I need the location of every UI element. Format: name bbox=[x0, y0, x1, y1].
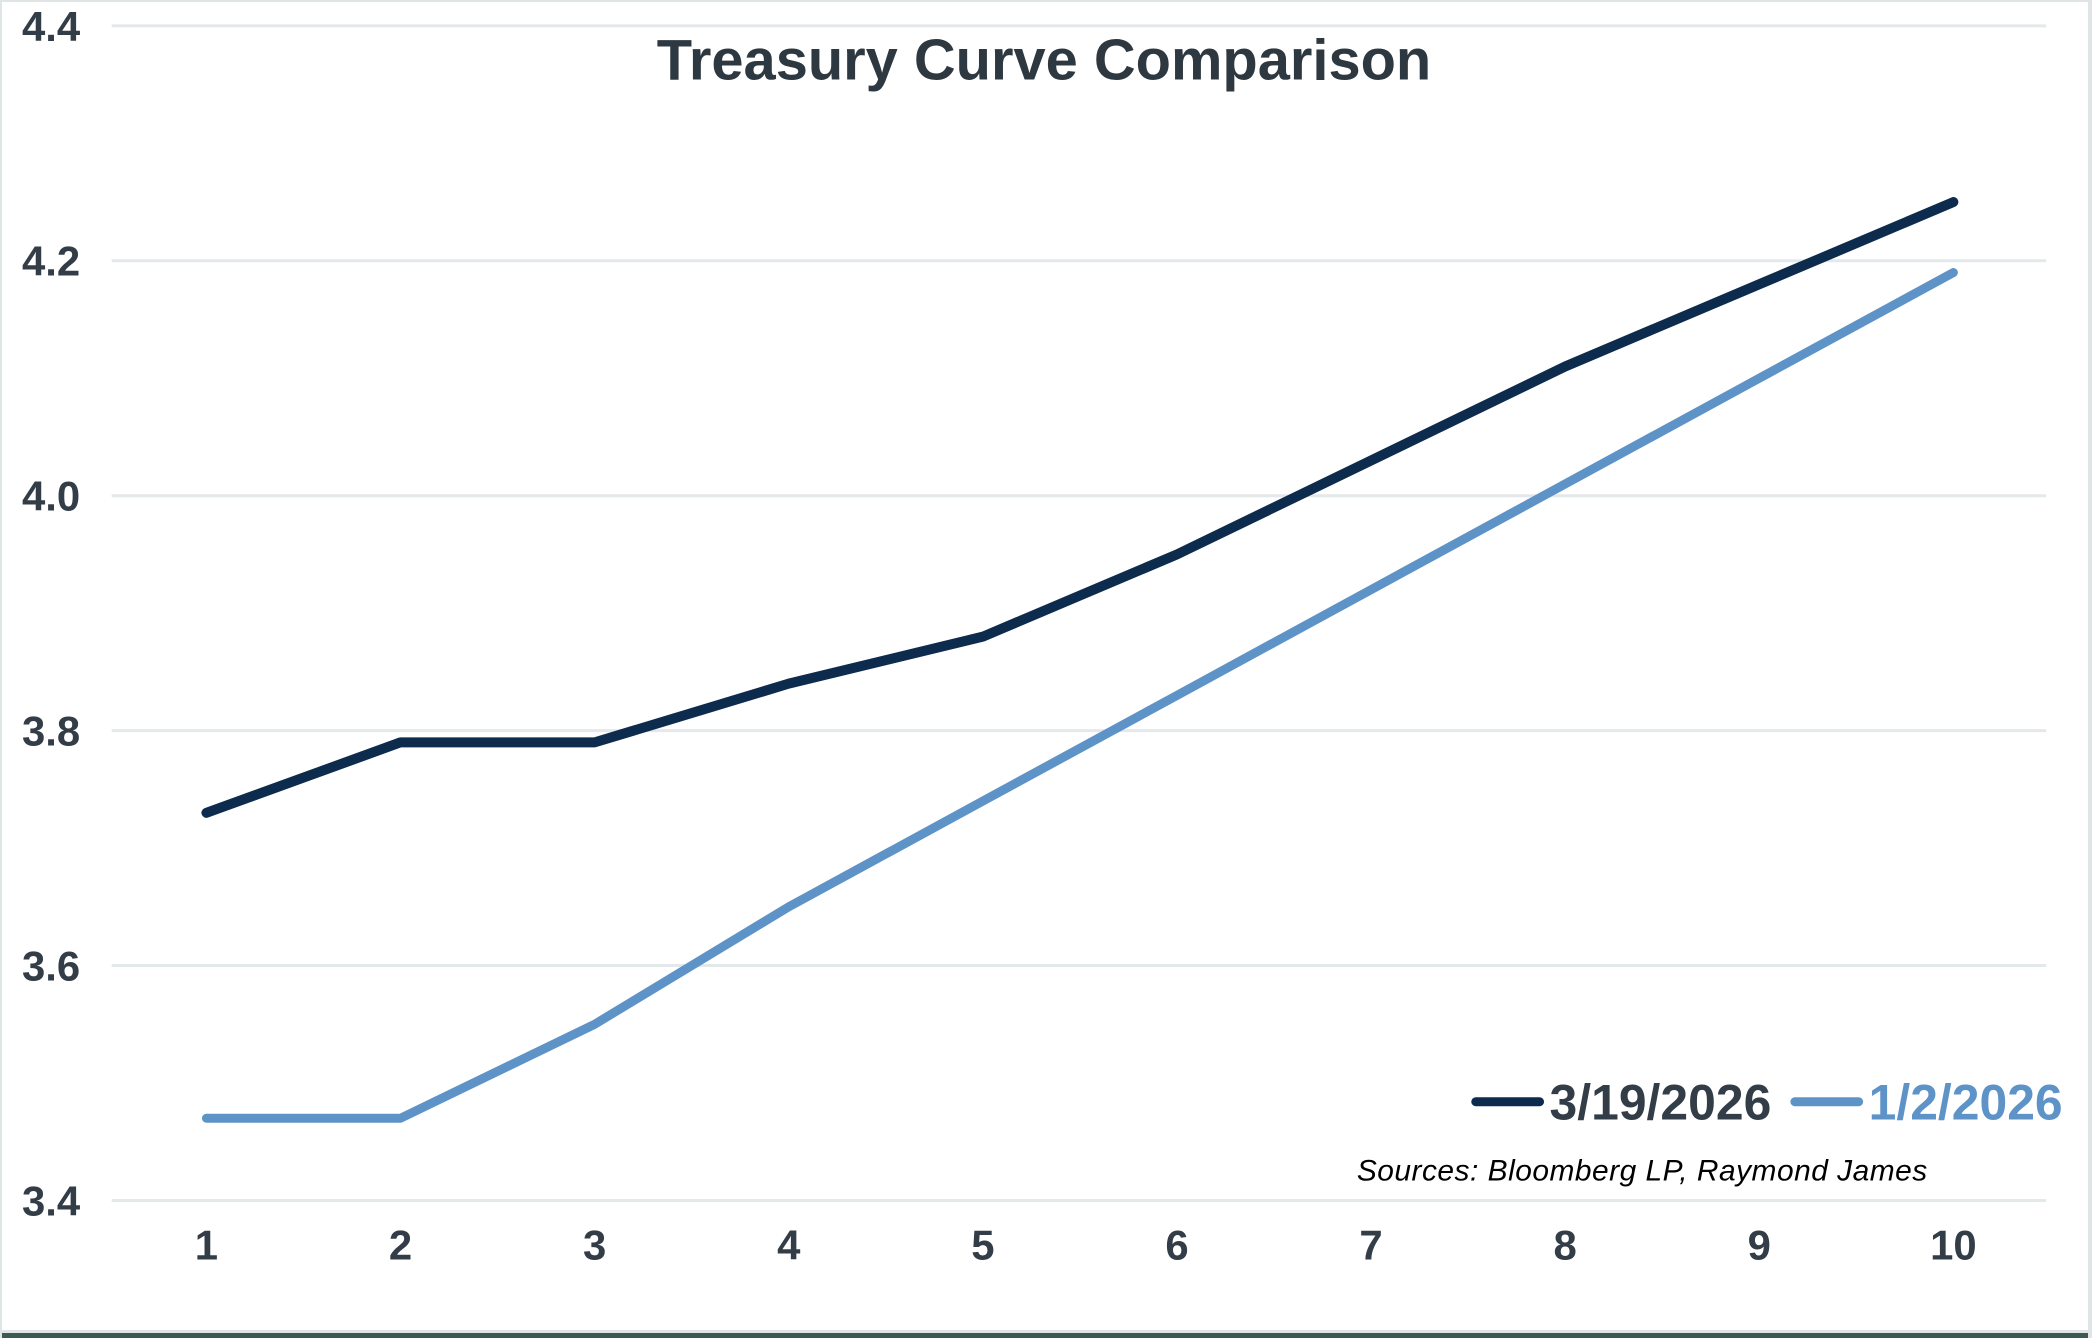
y-tick-label-4.4: 4.4 bbox=[22, 3, 81, 50]
x-tick-label-4: 4 bbox=[777, 1221, 801, 1268]
y-axis-labels: 3.4 3.6 3.8 4.0 4.2 4.4 bbox=[22, 3, 81, 1225]
y-tick-label-3.6: 3.6 bbox=[22, 943, 80, 990]
legend-label-3-19-2026: 3/19/2026 bbox=[1550, 1075, 1772, 1131]
legend-label-1-2-2026: 1/2/2026 bbox=[1869, 1075, 2063, 1131]
series-line-3-19-2026 bbox=[201, 197, 1959, 818]
x-axis-labels: 1 2 3 4 5 6 7 8 9 10 bbox=[195, 1221, 1977, 1268]
x-tick-label-1: 1 bbox=[195, 1221, 218, 1268]
x-tick-label-6: 6 bbox=[1165, 1221, 1188, 1268]
legend: 3/19/2026 1/2/2026 bbox=[1471, 1075, 2063, 1131]
y-tick-label-3.4: 3.4 bbox=[22, 1177, 81, 1224]
series-lines bbox=[201, 197, 1959, 1123]
x-tick-label-3: 3 bbox=[583, 1221, 606, 1268]
y-tick-label-4.2: 4.2 bbox=[22, 238, 80, 285]
gridlines bbox=[111, 24, 2047, 1202]
y-tick-label-4.0: 4.0 bbox=[22, 473, 80, 520]
x-tick-label-8: 8 bbox=[1554, 1221, 1577, 1268]
series-line-1-2-2026 bbox=[201, 268, 1958, 1123]
x-tick-label-10: 10 bbox=[1930, 1221, 1977, 1268]
chart-title: Treasury Curve Comparison bbox=[657, 29, 1432, 93]
y-tick-label-3.8: 3.8 bbox=[22, 708, 80, 755]
sources-caption: Sources: Bloomberg LP, Raymond James bbox=[1357, 1155, 1928, 1188]
x-tick-label-7: 7 bbox=[1359, 1221, 1382, 1268]
x-tick-label-9: 9 bbox=[1748, 1221, 1771, 1268]
x-tick-label-5: 5 bbox=[971, 1221, 994, 1268]
x-tick-label-2: 2 bbox=[389, 1221, 412, 1268]
bottom-frame-dark bbox=[2, 1333, 2088, 1338]
bottom-frame-light bbox=[2, 1330, 2088, 1333]
